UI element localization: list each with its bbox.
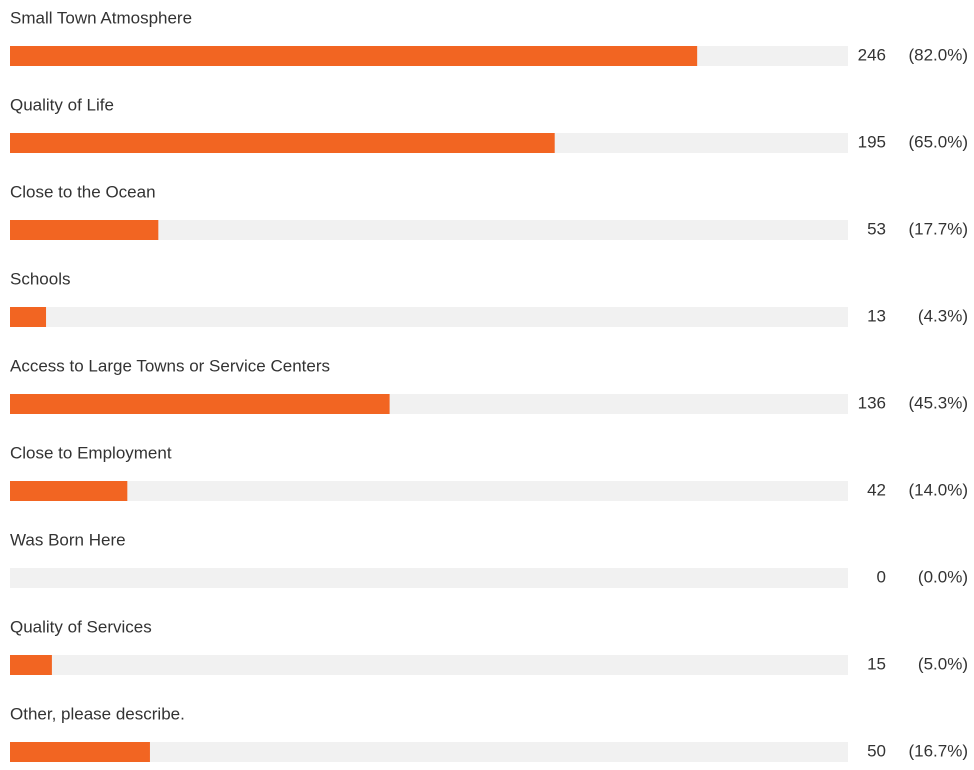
percent-label: (82.0%) <box>908 45 968 64</box>
category-label: Schools <box>10 269 70 288</box>
count-label: 15 <box>867 654 886 673</box>
percent-label: (0.0%) <box>918 567 968 586</box>
bar-track <box>10 568 848 588</box>
count-label: 53 <box>867 219 886 238</box>
bar <box>10 220 159 240</box>
category-label: Small Town Atmosphere <box>10 8 192 27</box>
count-label: 246 <box>858 45 886 64</box>
category-label: Close to the Ocean <box>10 182 156 201</box>
percent-label: (14.0%) <box>908 480 968 499</box>
percent-label: (5.0%) <box>918 654 968 673</box>
bar-track <box>10 655 848 675</box>
count-label: 13 <box>867 306 886 325</box>
count-label: 136 <box>858 393 886 412</box>
percent-label: (65.0%) <box>908 132 968 151</box>
bar-track <box>10 307 848 327</box>
count-label: 42 <box>867 480 886 499</box>
bar-track <box>10 742 848 762</box>
bar-track <box>10 220 848 240</box>
bar <box>10 742 150 762</box>
category-label: Quality of Services <box>10 617 152 636</box>
bar <box>10 307 47 327</box>
bar <box>10 394 390 414</box>
percent-label: (4.3%) <box>918 306 968 325</box>
bar-track <box>10 481 848 501</box>
bar <box>10 46 698 66</box>
percent-label: (16.7%) <box>908 741 968 760</box>
percent-label: (17.7%) <box>908 219 968 238</box>
category-label: Other, please describe. <box>10 704 185 723</box>
category-label: Was Born Here <box>10 530 126 549</box>
count-label: 0 <box>877 567 886 586</box>
bar <box>10 481 128 501</box>
category-label: Access to Large Towns or Service Centers <box>10 356 330 375</box>
category-label: Close to Employment <box>10 443 172 462</box>
bar <box>10 655 52 675</box>
percent-label: (45.3%) <box>908 393 968 412</box>
category-label: Quality of Life <box>10 95 114 114</box>
bar <box>10 133 555 153</box>
count-label: 195 <box>858 132 886 151</box>
count-label: 50 <box>867 741 886 760</box>
